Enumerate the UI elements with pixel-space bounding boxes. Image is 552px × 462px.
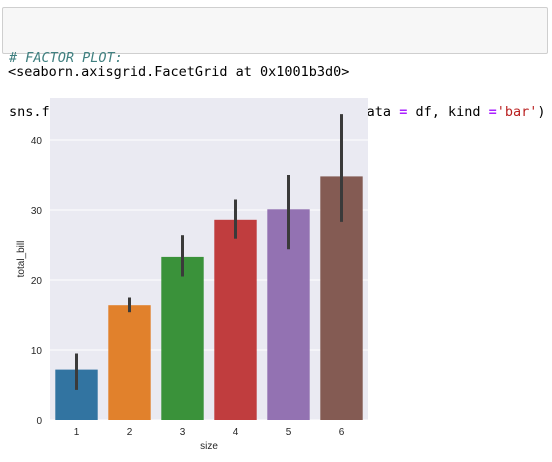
code-comment: # FACTOR PLOT: [9, 50, 123, 66]
bar-size-2 [108, 305, 151, 420]
cell-output-text: <seaborn.axisgrid.FacetGrid at 0x1001b3d… [8, 64, 350, 80]
y-axis-label: total_bill [16, 241, 27, 278]
plot-area [50, 98, 368, 420]
y-tick-label: 10 [31, 346, 43, 357]
bar-size-3 [161, 256, 204, 420]
code-token: ) [537, 104, 546, 120]
x-tick-label: 3 [180, 427, 186, 438]
code-token: 'bar' [496, 104, 538, 120]
x-tick-label: 4 [233, 427, 239, 438]
bar-size-4 [214, 219, 257, 420]
x-tick-label: 5 [286, 427, 292, 438]
y-tick-label: 0 [36, 416, 42, 427]
y-tick-label: 40 [31, 136, 43, 147]
x-tick-label: 1 [74, 427, 80, 438]
y-tick-label: 20 [31, 276, 43, 287]
y-tick-label: 30 [31, 206, 43, 217]
x-axis-label: size [200, 441, 218, 452]
x-tick-label: 6 [339, 427, 345, 438]
code-token: = [488, 104, 497, 120]
code-token: = [399, 104, 408, 120]
code-token: df, kind [407, 104, 489, 120]
x-tick-label: 2 [127, 427, 133, 438]
